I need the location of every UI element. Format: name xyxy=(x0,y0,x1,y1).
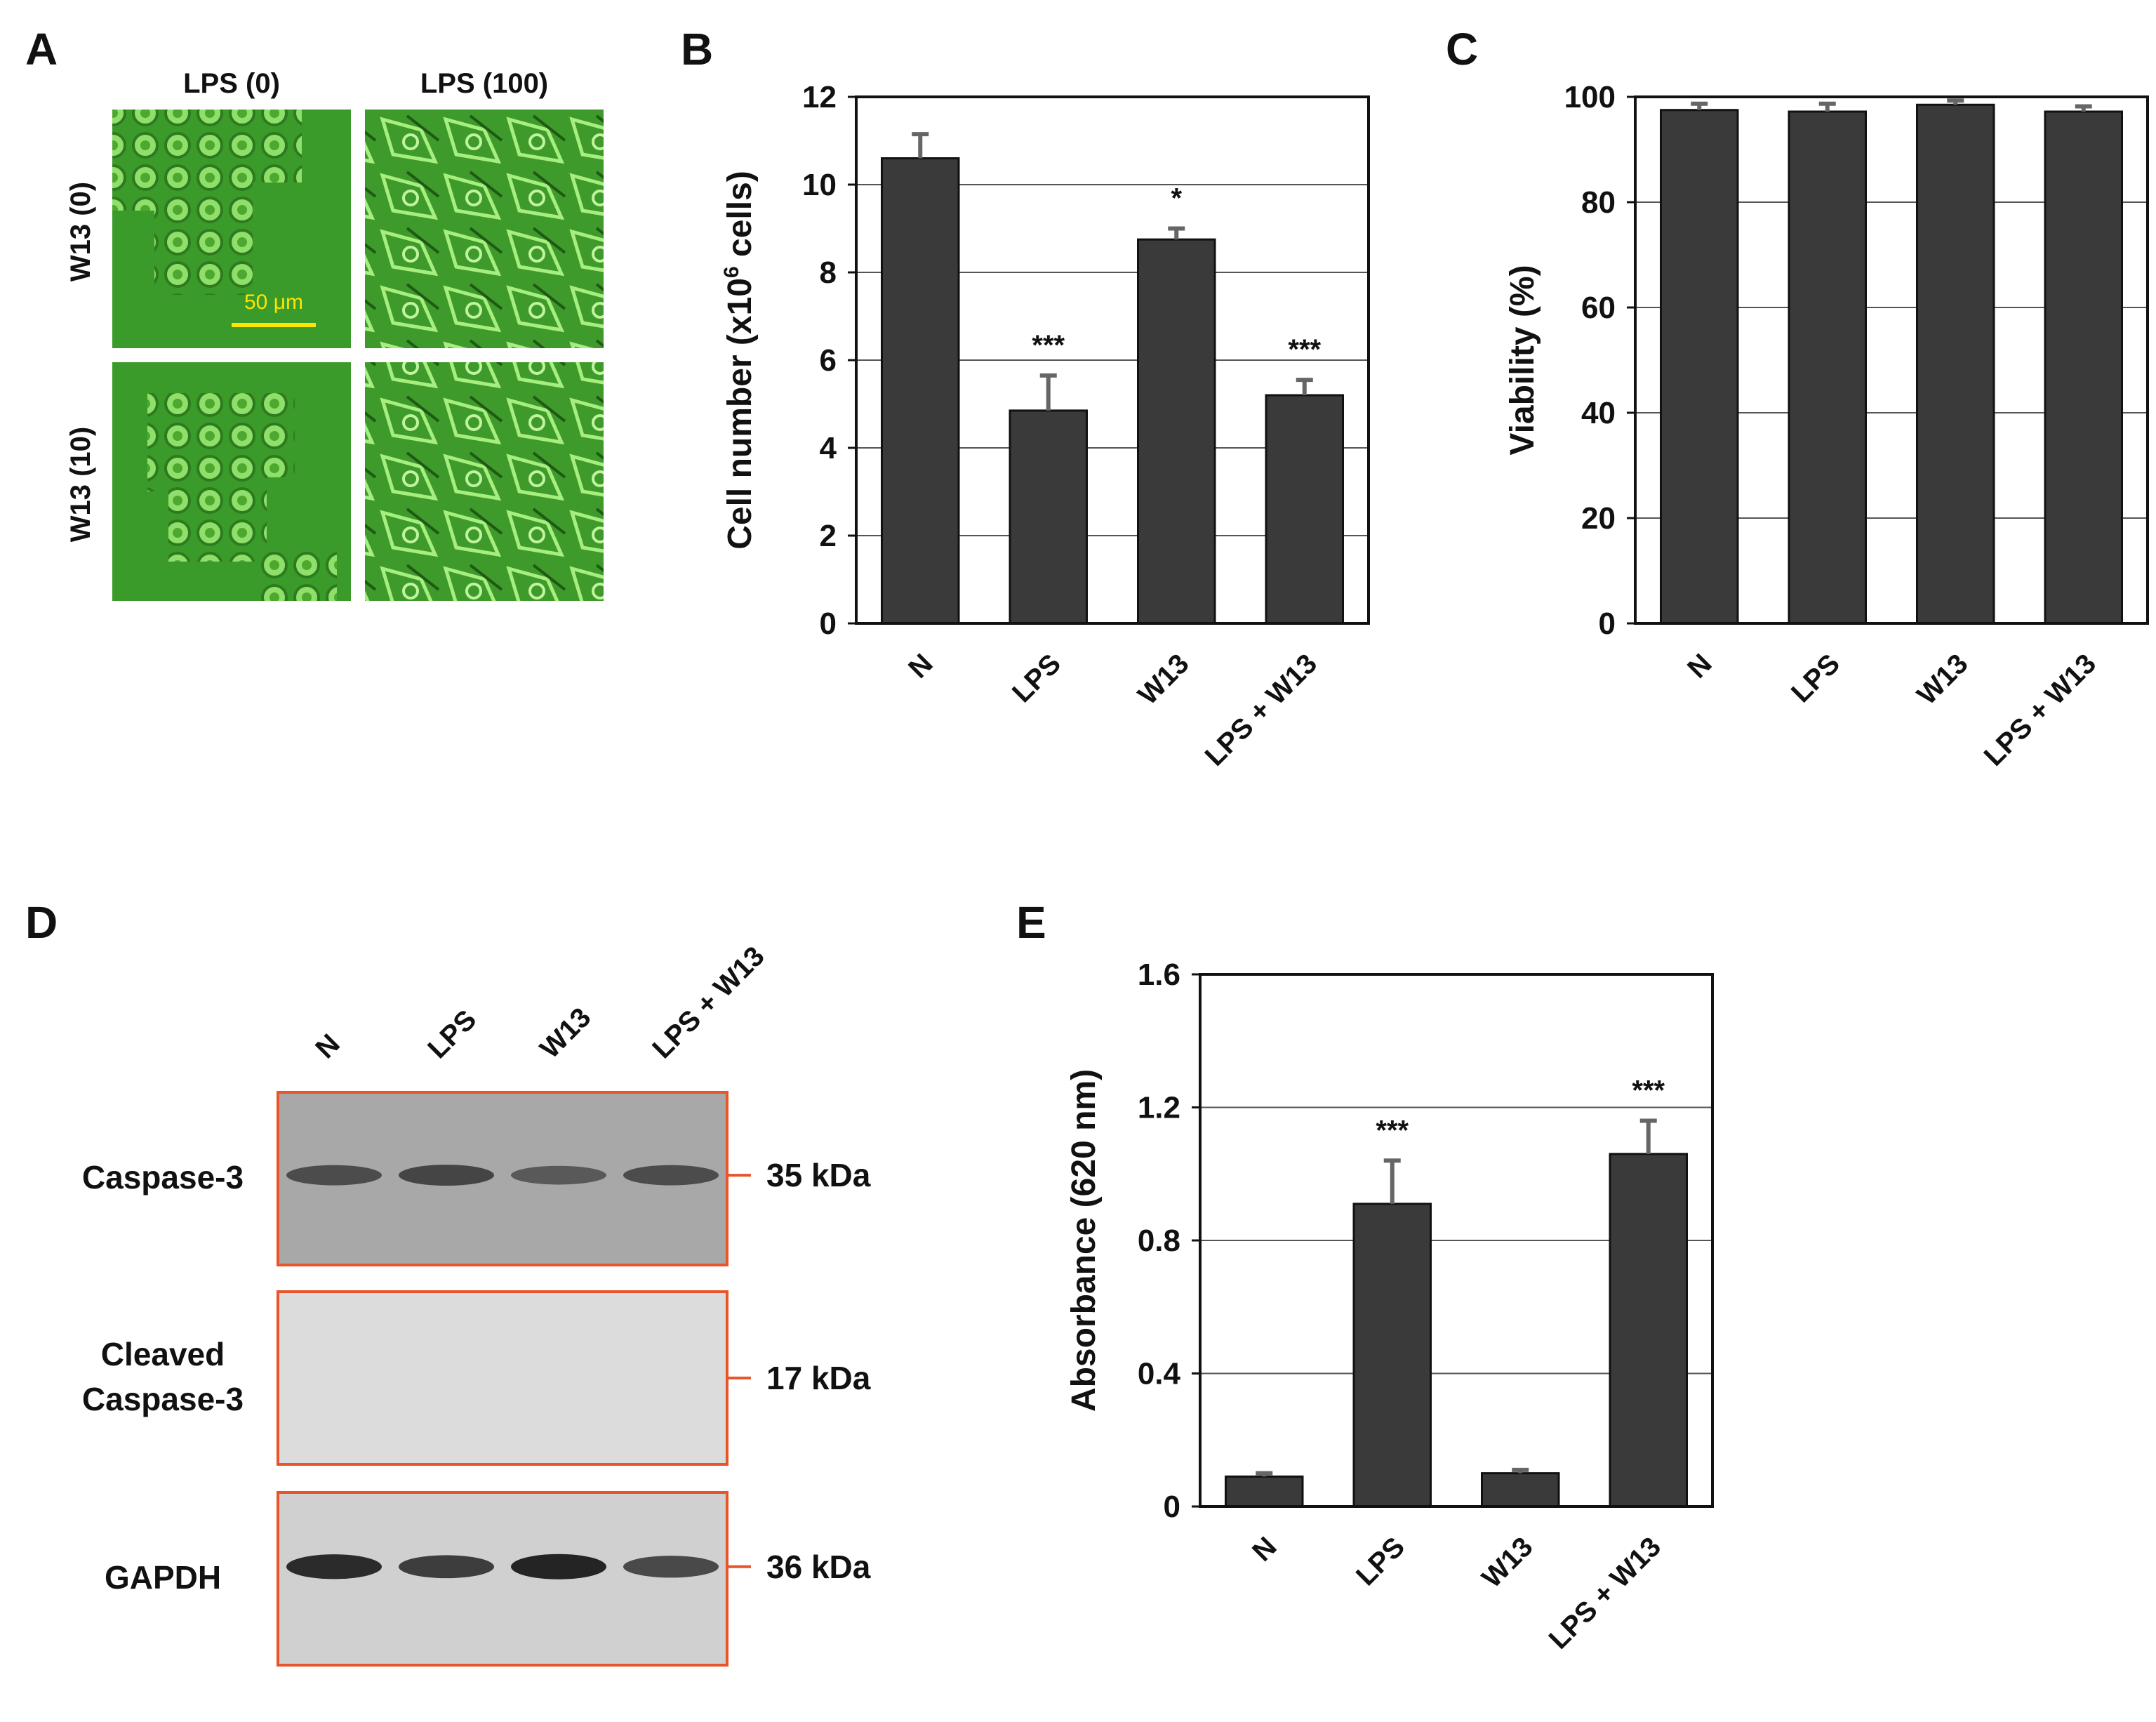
blot-row-label: Cleaved xyxy=(101,1336,225,1372)
y-tick-label: 1.6 xyxy=(1138,958,1180,992)
bar xyxy=(1481,1472,1560,1508)
blot-frame xyxy=(277,1491,728,1667)
panel-a-letter: A xyxy=(25,24,58,74)
y-axis-label: Absorbance (620 nm) xyxy=(1065,1069,1103,1412)
blot-frame xyxy=(277,1290,728,1466)
x-tick-label: W13 xyxy=(1911,648,1974,710)
x-tick-label: LPS xyxy=(1006,648,1067,708)
panel-c: C 0 20 40 60 80 100 N LPS W13 LPS + W13 Viability … xyxy=(1446,24,2149,772)
y-tick-label: 12 xyxy=(802,80,837,114)
bar xyxy=(2044,110,2123,625)
panel-e-letter: E xyxy=(1016,897,1046,948)
panel-a: A LPS (0) LPS (100) W13 (0) W13 (10) 50 … xyxy=(25,24,604,601)
panel-a-column-label-1: LPS (0) xyxy=(183,68,280,99)
micrograph-lps0-w13-0: 50 μm xyxy=(112,110,351,348)
micrograph-lps0-w13-10 xyxy=(112,362,351,601)
lane-label: LPS + W13 xyxy=(646,941,771,1065)
scale-bar-label: 50 μm xyxy=(244,291,303,314)
size-label: 17 kDa xyxy=(766,1360,871,1396)
x-tick-label: LPS + W13 xyxy=(1978,648,2103,772)
lane-label: LPS xyxy=(422,1004,482,1064)
x-tick-label: LPS + W13 xyxy=(1543,1531,1668,1655)
y-tick-label: 0 xyxy=(1164,1490,1180,1524)
y-axis-label: Viability (%) xyxy=(1504,265,1541,455)
panel-c-letter: C xyxy=(1446,24,1478,74)
blot-row-label: Caspase-3 xyxy=(82,1159,244,1196)
bar xyxy=(881,157,960,625)
chart-absorbance: 0 0.4 0.8 1.2 1.6 N *** LPS W13 *** LPS + W13 Absor… xyxy=(1065,958,1714,1655)
panel-d: D N LPS W13 LPS + W13 Caspase-3 35 kDa Cleaved… xyxy=(25,897,871,1667)
y-tick-label: 0.4 xyxy=(1138,1357,1181,1391)
panel-a-row-label-1: W13 (0) xyxy=(65,182,96,282)
y-tick-label: 0 xyxy=(1599,607,1616,641)
panel-b: B 0 2 4 6 8 10 12 N *** LPS * W13 *** LPS + W13 Cell n… xyxy=(681,24,1370,772)
panel-a-row-label-2: W13 (10) xyxy=(65,427,96,543)
significance-label: *** xyxy=(1032,330,1065,361)
blot-band xyxy=(399,1165,494,1186)
y-tick-label: 60 xyxy=(1581,291,1616,325)
size-label: 35 kDa xyxy=(766,1157,871,1193)
blot-row-label: GAPDH xyxy=(105,1559,221,1596)
blot-band xyxy=(623,1165,719,1186)
panel-e: E 0 0.4 0.8 1.2 1.6 N *** LPS W13 *** LPS + W13 Abs… xyxy=(1016,897,1714,1655)
x-tick-label: N xyxy=(1246,1531,1283,1568)
bar xyxy=(1609,1153,1688,1508)
blot-row-label: Caspase-3 xyxy=(82,1381,244,1417)
panel-d-letter: D xyxy=(25,897,58,948)
x-tick-label: N xyxy=(903,648,939,684)
bar xyxy=(1660,109,1739,625)
bar xyxy=(1009,409,1088,625)
bar xyxy=(1788,110,1867,625)
scale-bar xyxy=(232,323,316,327)
lane-label: N xyxy=(310,1028,346,1065)
lane-label: W13 xyxy=(534,1002,597,1064)
blot-band xyxy=(511,1554,606,1579)
bar xyxy=(1265,394,1344,625)
micrograph-lps100-w13-10 xyxy=(365,362,604,601)
significance-label: *** xyxy=(1288,334,1321,365)
blot-band xyxy=(286,1165,382,1186)
y-axis-label: Cell number (x106 cells) xyxy=(720,171,759,550)
y-tick-label: 0.8 xyxy=(1138,1224,1180,1258)
blot-band xyxy=(399,1555,494,1579)
x-tick-label: LPS xyxy=(1785,648,1846,708)
y-tick-label: 4 xyxy=(820,431,837,465)
blot-band xyxy=(623,1556,719,1578)
significance-label: * xyxy=(1171,183,1182,214)
western-blot: N LPS W13 LPS + W13 Caspase-3 35 kDa Cleaved Ca… xyxy=(82,941,871,1667)
y-tick-label: 2 xyxy=(820,519,837,553)
y-tick-label: 0 xyxy=(820,607,837,641)
x-tick-label: LPS xyxy=(1350,1531,1411,1591)
chart-cell-number: 0 2 4 6 8 10 12 N *** LPS * W13 *** LPS + W13 Cell num… xyxy=(720,80,1370,772)
panel-b-letter: B xyxy=(681,24,713,74)
plot-frame xyxy=(1634,95,2149,625)
chart-viability: 0 20 40 60 80 100 N LPS W13 LPS + W13 Viability (%… xyxy=(1504,80,2149,772)
bar xyxy=(1916,103,1995,625)
significance-label: *** xyxy=(1632,1075,1665,1106)
x-tick-label: N xyxy=(1682,648,1718,684)
x-tick-label: LPS + W13 xyxy=(1199,648,1324,772)
y-tick-label: 80 xyxy=(1581,185,1616,220)
size-label: 36 kDa xyxy=(766,1549,871,1585)
y-tick-label: 8 xyxy=(820,256,837,290)
y-tick-label: 6 xyxy=(820,343,837,378)
plot-frame xyxy=(1199,973,1714,1508)
plot-frame xyxy=(855,95,1370,625)
y-tick-label: 10 xyxy=(802,168,837,202)
bar xyxy=(1225,1475,1304,1508)
y-tick-label: 20 xyxy=(1581,501,1616,536)
y-tick-label: 1.2 xyxy=(1138,1091,1180,1125)
panel-a-column-label-2: LPS (100) xyxy=(420,68,548,99)
blot-band xyxy=(286,1554,382,1579)
x-tick-label: W13 xyxy=(1132,648,1195,710)
bar xyxy=(1352,1203,1432,1508)
bar xyxy=(1137,238,1216,625)
y-tick-label: 40 xyxy=(1581,396,1616,430)
y-tick-label: 100 xyxy=(1564,80,1616,114)
blot-band xyxy=(511,1165,606,1185)
micrograph-lps100-w13-0 xyxy=(365,110,604,348)
x-tick-label: W13 xyxy=(1476,1531,1538,1594)
significance-label: *** xyxy=(1376,1115,1409,1146)
